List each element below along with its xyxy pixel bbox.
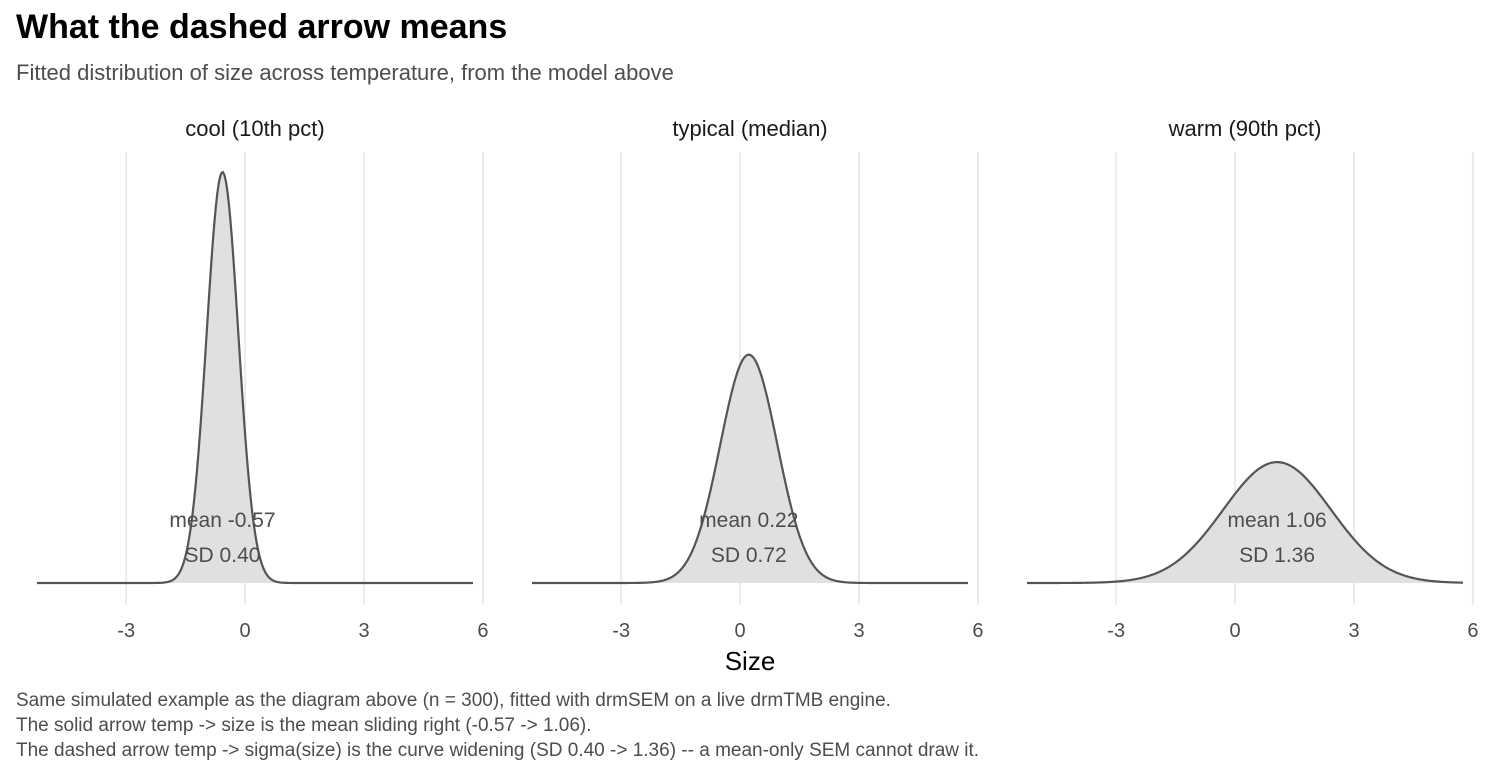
density-area	[532, 354, 968, 583]
x-tick-label: 3	[358, 620, 369, 642]
density-curve	[532, 353, 968, 585]
caption-line-3: The dashed arrow temp -> sigma(size) is …	[16, 740, 980, 761]
x-tick-label: -3	[117, 620, 135, 642]
x-tick-label: 6	[477, 620, 488, 642]
x-tick-label: 0	[1230, 620, 1241, 642]
facet-label: cool (10th pct)	[185, 116, 324, 141]
x-tick-label: 3	[1348, 620, 1359, 642]
sd-annotation: SD 1.36	[1239, 544, 1315, 567]
chart-caption: Same simulated example as the diagram ab…	[16, 688, 979, 763]
facet-label: warm (90th pct)	[1168, 116, 1322, 141]
mean-annotation: mean 0.22	[699, 509, 798, 532]
chart-title: What the dashed arrow means	[16, 8, 508, 46]
x-tick-label: -3	[1107, 620, 1125, 642]
x-tick-label: -3	[612, 620, 630, 642]
x-tick-label: 0	[735, 620, 746, 642]
sd-annotation: SD 0.40	[185, 544, 261, 567]
caption-line-1: Same simulated example as the diagram ab…	[16, 690, 891, 711]
x-tick-label: 0	[240, 620, 251, 642]
mean-annotation: mean -0.57	[169, 509, 275, 532]
density-curve	[37, 170, 473, 585]
caption-line-2: The solid arrow temp -> size is the mean…	[16, 715, 592, 736]
chart-subtitle: Fitted distribution of size across tempe…	[16, 60, 674, 85]
sd-annotation: SD 0.72	[711, 544, 787, 567]
facet-label: typical (median)	[672, 116, 827, 141]
density-curve	[1027, 461, 1464, 585]
x-tick-label: 3	[853, 620, 864, 642]
x-tick-label: 6	[972, 620, 983, 642]
mean-annotation: mean 1.06	[1227, 509, 1326, 532]
x-tick-label: 6	[1467, 620, 1478, 642]
density-area	[1027, 462, 1463, 583]
x-axis-title: Size	[725, 646, 776, 676]
